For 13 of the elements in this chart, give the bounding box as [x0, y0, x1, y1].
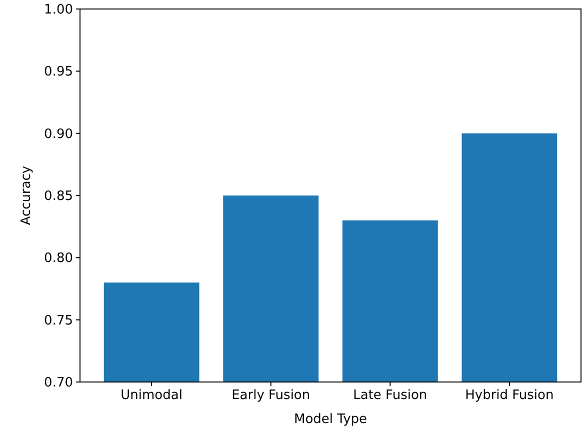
- y-tick-label: 0.90: [44, 126, 73, 142]
- y-tick-label: 0.70: [44, 376, 73, 391]
- y-tick-label: 0.95: [44, 64, 73, 80]
- y-tick-label: 1.00: [44, 2, 73, 18]
- y-axis-title: Accuracy: [19, 166, 34, 226]
- y-tick-label: 0.80: [44, 251, 73, 266]
- y-tick-label: 0.85: [44, 189, 73, 204]
- x-tick-label: Unimodal: [120, 388, 182, 403]
- x-tick-label: Late Fusion: [353, 388, 428, 403]
- x-tick-label: Hybrid Fusion: [465, 388, 554, 403]
- y-tick-label: 0.75: [44, 313, 73, 328]
- x-tick-label: Early Fusion: [232, 388, 310, 403]
- x-axis-title: Model Type: [294, 412, 368, 427]
